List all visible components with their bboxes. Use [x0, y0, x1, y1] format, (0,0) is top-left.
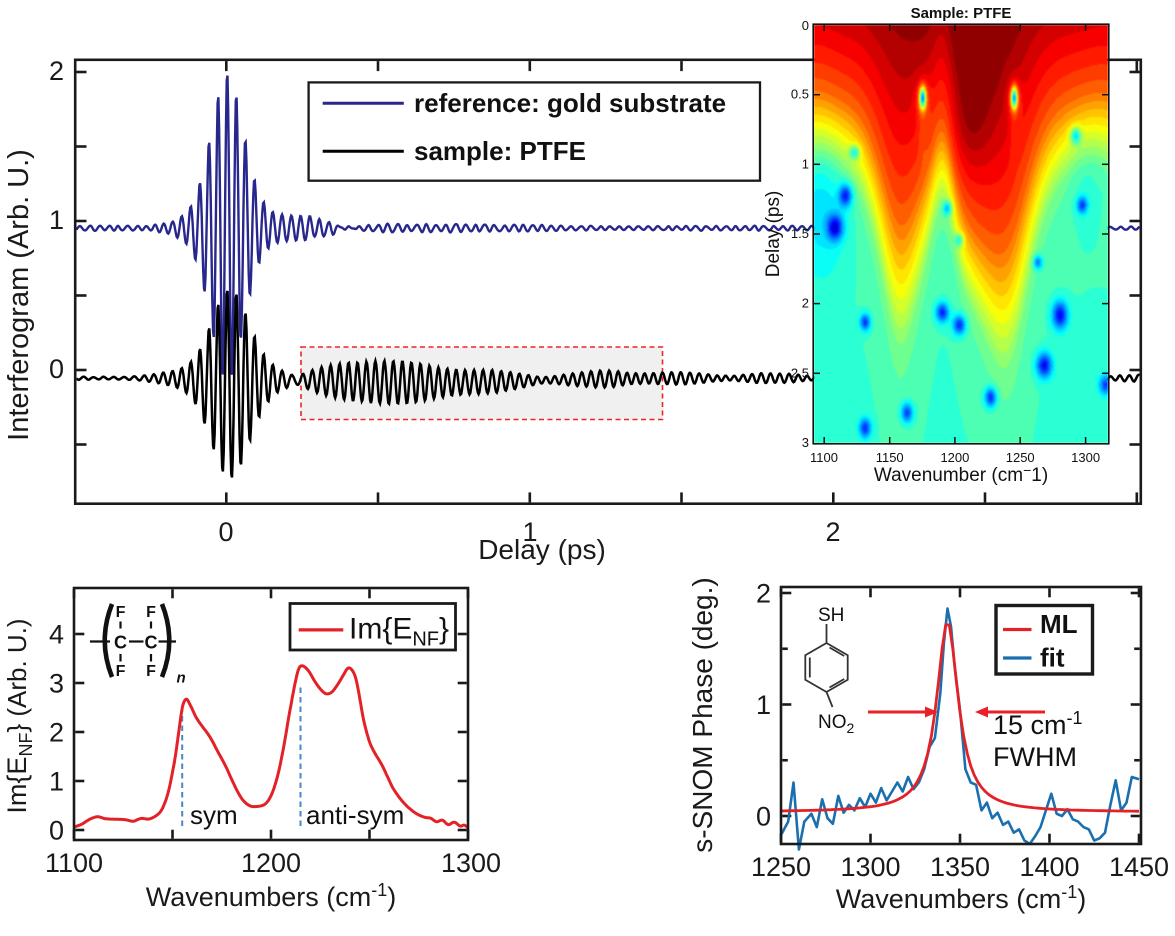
svg-text:1: 1 — [522, 517, 537, 547]
svg-text:2: 2 — [825, 517, 840, 547]
svg-text:1350: 1350 — [930, 852, 990, 882]
svg-text:s-SNOM Phase (deg.): s-SNOM Phase (deg.) — [687, 577, 718, 852]
svg-text:Im{ENF}: Im{ENF} — [349, 613, 449, 651]
svg-text:n: n — [177, 670, 186, 687]
svg-text:15 cm-1: 15 cm-1 — [993, 708, 1083, 740]
svg-text:reference: gold substrate: reference: gold substrate — [414, 88, 726, 118]
svg-text:sym: sym — [190, 800, 238, 830]
svg-text:2: 2 — [49, 718, 64, 748]
svg-text:2: 2 — [756, 579, 771, 609]
svg-text:sample: PTFE: sample: PTFE — [414, 136, 586, 166]
svg-text:C: C — [114, 633, 127, 653]
svg-text:F: F — [116, 663, 126, 680]
svg-text:Delay (ps): Delay (ps) — [478, 534, 606, 565]
svg-text:1200: 1200 — [241, 848, 301, 878]
svg-text:Wavenumbers (cm-1): Wavenumbers (cm-1) — [146, 880, 397, 912]
svg-text:1300: 1300 — [840, 852, 900, 882]
svg-text:4: 4 — [49, 620, 64, 650]
svg-text:0: 0 — [49, 816, 64, 846]
svg-text:1250: 1250 — [751, 852, 811, 882]
svg-text:1: 1 — [756, 690, 771, 720]
svg-text:3: 3 — [49, 669, 64, 699]
svg-text:0: 0 — [218, 517, 233, 547]
svg-text:F: F — [146, 663, 156, 680]
svg-text:1450: 1450 — [1109, 852, 1169, 882]
svg-text:Interferogram (Arb. U.): Interferogram (Arb. U.) — [3, 149, 35, 441]
svg-text:NO2: NO2 — [818, 712, 855, 736]
svg-text:F: F — [146, 604, 156, 621]
svg-text:SH: SH — [818, 605, 844, 626]
svg-text:Im{ENF} (Arb. U.): Im{ENF} (Arb. U.) — [2, 618, 36, 813]
svg-text:1: 1 — [49, 205, 64, 235]
svg-text:0: 0 — [756, 802, 771, 832]
svg-text:F: F — [116, 604, 126, 621]
svg-text:C: C — [145, 633, 158, 653]
svg-text:ML: ML — [1040, 609, 1078, 639]
svg-text:1300: 1300 — [441, 848, 501, 878]
svg-text:anti-sym: anti-sym — [306, 800, 404, 830]
svg-text:1400: 1400 — [1019, 852, 1079, 882]
svg-text:fit: fit — [1040, 643, 1065, 673]
svg-text:Wavenumbers (cm-1): Wavenumbers (cm-1) — [836, 882, 1087, 914]
svg-text:FWHM: FWHM — [993, 742, 1077, 772]
svg-text:1100: 1100 — [45, 848, 103, 878]
svg-text:2: 2 — [49, 56, 64, 86]
svg-text:0: 0 — [49, 354, 64, 384]
svg-text:1: 1 — [49, 767, 64, 797]
